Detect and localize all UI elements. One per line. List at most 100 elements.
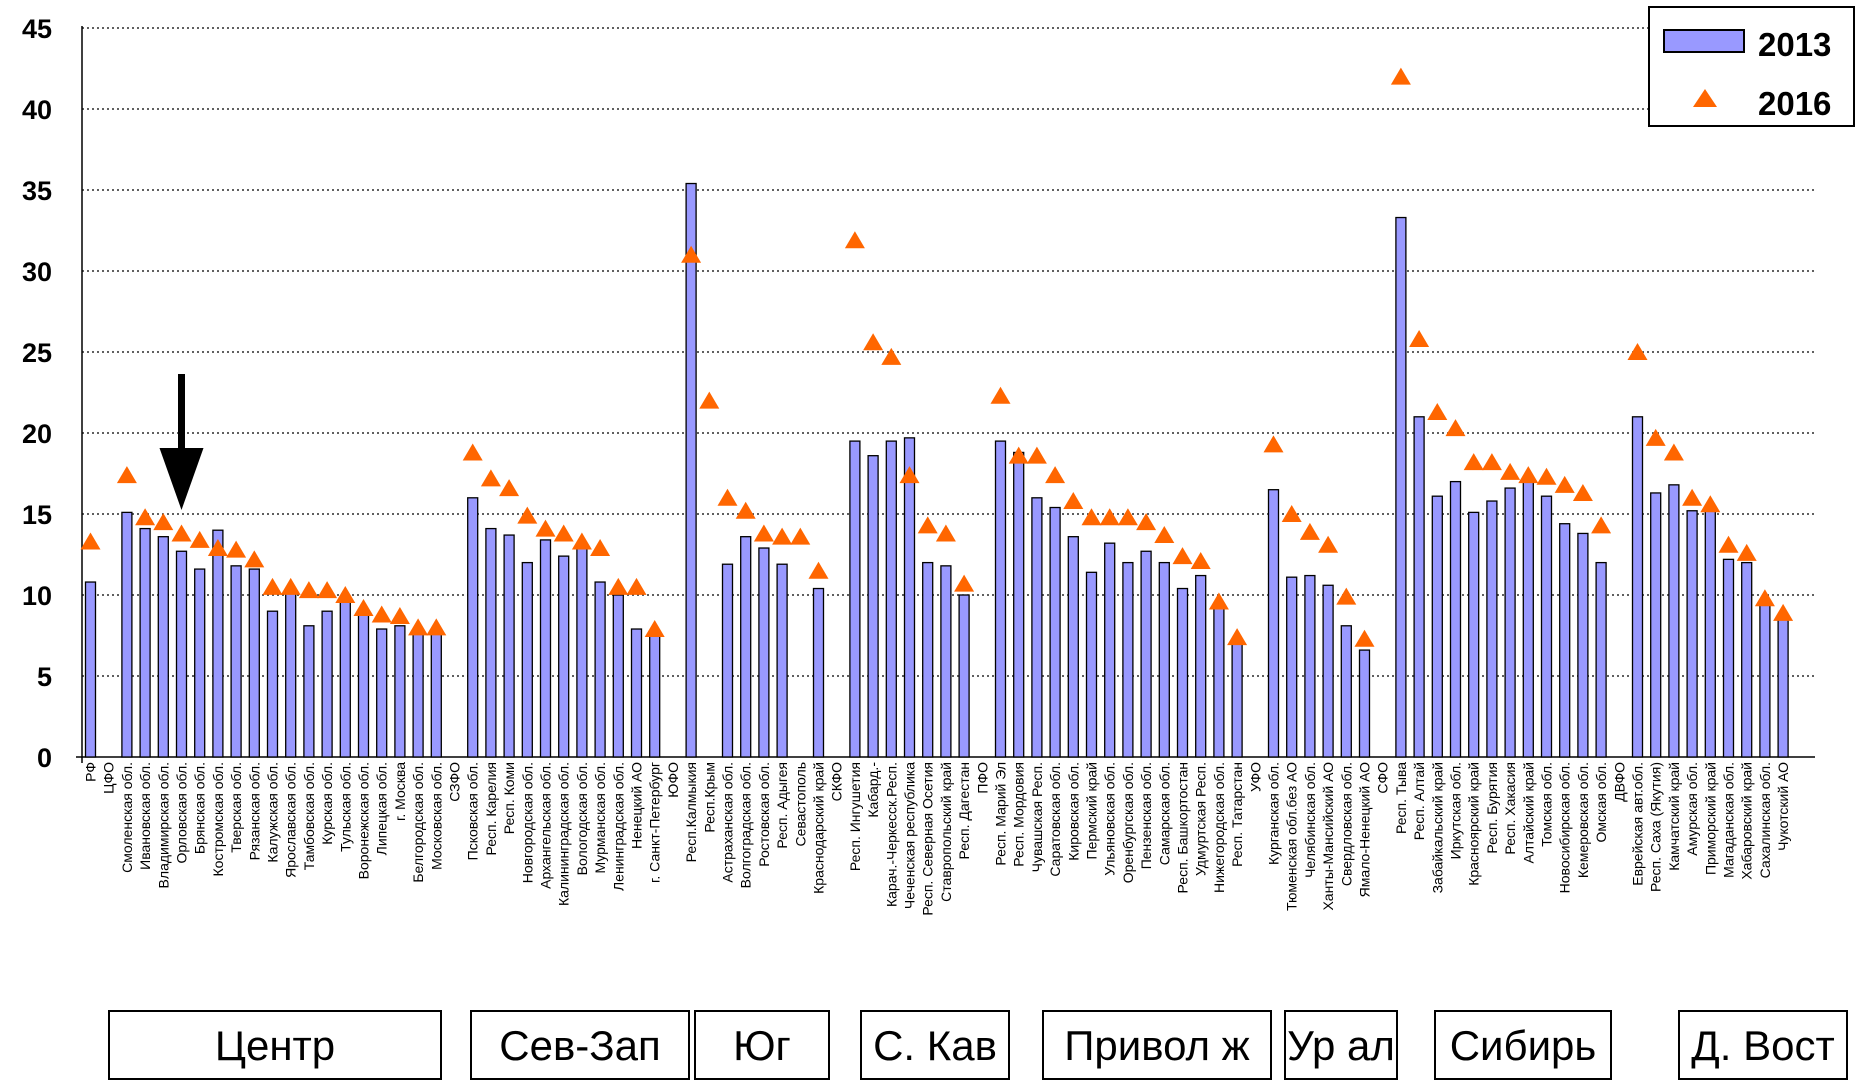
marker-2016 xyxy=(1645,428,1666,446)
marker-2016 xyxy=(1336,587,1357,605)
marker-2016 xyxy=(935,524,956,542)
bar-2013 xyxy=(922,561,934,758)
marker-2016 xyxy=(1463,453,1484,471)
x-tick-label: Респ. Татарстан xyxy=(1229,762,1245,867)
x-tick-label: Мурманская обл. xyxy=(592,762,608,874)
marker-2016 xyxy=(389,607,410,625)
bar-2013 xyxy=(612,594,624,758)
x-tick-label: Кемеровская обл. xyxy=(1575,762,1591,878)
y-tick-label: 15 xyxy=(22,500,52,530)
x-tick-label: Респ. Бурятия xyxy=(1484,762,1500,854)
marker-2016 xyxy=(226,540,247,558)
marker-2016 xyxy=(535,519,556,537)
marker-2016 xyxy=(1172,547,1193,565)
x-tick-label: ЦФО xyxy=(101,762,117,794)
marker-2016 xyxy=(1154,526,1175,544)
marker-2016 xyxy=(681,245,702,263)
x-tick-label: Чеченская республика xyxy=(902,762,918,909)
marker-2016 xyxy=(116,466,137,484)
bar-2013 xyxy=(1631,416,1644,758)
bar-2013 xyxy=(357,610,370,758)
x-tick-label: ДВФО xyxy=(1611,762,1627,802)
x-tick-label: Алтайский край xyxy=(1520,762,1536,864)
bar-2013 xyxy=(849,440,861,758)
marker-2016 xyxy=(80,532,101,550)
district-label: Центр xyxy=(108,1010,442,1080)
x-tick-label: Орловская обл. xyxy=(174,762,190,864)
x-tick-label: Респ. Марий Эл xyxy=(993,762,1009,866)
bar-2013 xyxy=(1104,542,1116,758)
bar-2013 xyxy=(1176,587,1189,758)
bar-2013 xyxy=(84,581,97,758)
x-tick-label: Чукотский АО xyxy=(1775,762,1791,851)
marker-2016 xyxy=(644,620,665,638)
x-tick-label: Рязанская обл. xyxy=(246,762,262,860)
marker-2016 xyxy=(1663,443,1684,461)
x-tick-label: Респ. Северная Осетия xyxy=(920,762,936,916)
x-tick-label: Респ. Адыгея xyxy=(774,762,790,849)
y-tick-label: 30 xyxy=(22,257,52,287)
marker-2016 xyxy=(317,581,338,599)
x-tick-label: Еврейская авт.обл. xyxy=(1630,762,1646,886)
x-tick-label: Респ. Тыва xyxy=(1393,762,1409,834)
marker-2016 xyxy=(808,561,829,579)
x-tick-label: Липецкая обл. xyxy=(374,762,390,855)
marker-2016 xyxy=(626,577,647,595)
marker-2016 xyxy=(1081,508,1102,526)
bar-2013 xyxy=(1340,625,1352,758)
marker-2016 xyxy=(153,513,174,531)
x-tick-label: Респ. Башкортостан xyxy=(1175,762,1191,893)
x-tick-label: г. Москва xyxy=(392,762,408,821)
x-tick-label: Ярославская обл. xyxy=(283,762,299,878)
marker-2016 xyxy=(207,539,228,557)
x-tick-label: Свердловская обл. xyxy=(1338,762,1354,886)
marker-2016 xyxy=(335,586,356,603)
x-tick-label: Ленинградская обл. xyxy=(610,762,626,891)
bar-2013 xyxy=(940,565,952,758)
bar-2013 xyxy=(576,547,588,758)
y-tick-label: 45 xyxy=(22,14,52,44)
x-tick-label: Оренбургская обл. xyxy=(1120,762,1136,883)
bar-2013 xyxy=(1722,558,1735,758)
marker-2016 xyxy=(1281,505,1302,522)
x-tick-label: Респ. Саха (Якутия) xyxy=(1648,762,1664,892)
x-tick-label: Респ. Мордовия xyxy=(1011,762,1027,867)
x-tick-label: Респ. Дагестан xyxy=(956,762,972,860)
marker-2016 xyxy=(1554,475,1575,493)
bar-2013 xyxy=(321,610,333,758)
x-tick-label: Челябинская обл. xyxy=(1302,762,1318,878)
marker-2016 xyxy=(517,506,538,524)
x-tick-label: Кировская обл. xyxy=(1065,762,1081,861)
bar-2013 xyxy=(157,536,169,758)
x-tick-label: Респ.Крым xyxy=(701,762,717,833)
y-tick-label: 25 xyxy=(22,338,52,368)
x-tick-label: Архангельская обл. xyxy=(538,762,554,889)
x-tick-label: РФ xyxy=(83,762,99,782)
marker-2016 xyxy=(1627,343,1648,360)
legend-swatch-2016 xyxy=(1693,89,1717,107)
y-tick-label: 5 xyxy=(37,662,52,692)
x-tick-label: Пермский край xyxy=(1084,762,1100,859)
x-tick-label: Вологодская обл. xyxy=(574,762,590,875)
y-tick-label: 10 xyxy=(22,581,52,611)
bar-2013 xyxy=(1286,576,1298,758)
bar-2013 xyxy=(1049,506,1061,758)
x-tick-label: СКФО xyxy=(829,762,845,801)
marker-2016 xyxy=(917,516,938,534)
marker-2016 xyxy=(426,618,447,636)
bar-2013 xyxy=(812,587,825,758)
marker-2016 xyxy=(1518,466,1539,484)
bar-2013 xyxy=(630,628,643,758)
marker-2016 xyxy=(1682,488,1703,506)
x-tick-label: Респ. Карелия xyxy=(483,762,499,856)
x-tick-label: Респ.Калмыкия xyxy=(683,762,699,862)
x-tick-label: Чувашская Респ. xyxy=(1029,762,1045,872)
bar-2013 xyxy=(994,440,1007,758)
marker-2016 xyxy=(1572,483,1593,501)
x-tick-label: Саратовская обл. xyxy=(1047,762,1063,877)
y-tick-label: 20 xyxy=(22,419,52,449)
x-tick-label: Ивановская обл. xyxy=(137,762,153,870)
bar-2013 xyxy=(1031,497,1043,758)
bar-2013 xyxy=(1304,574,1316,758)
district-label: Привол ж xyxy=(1042,1010,1272,1080)
